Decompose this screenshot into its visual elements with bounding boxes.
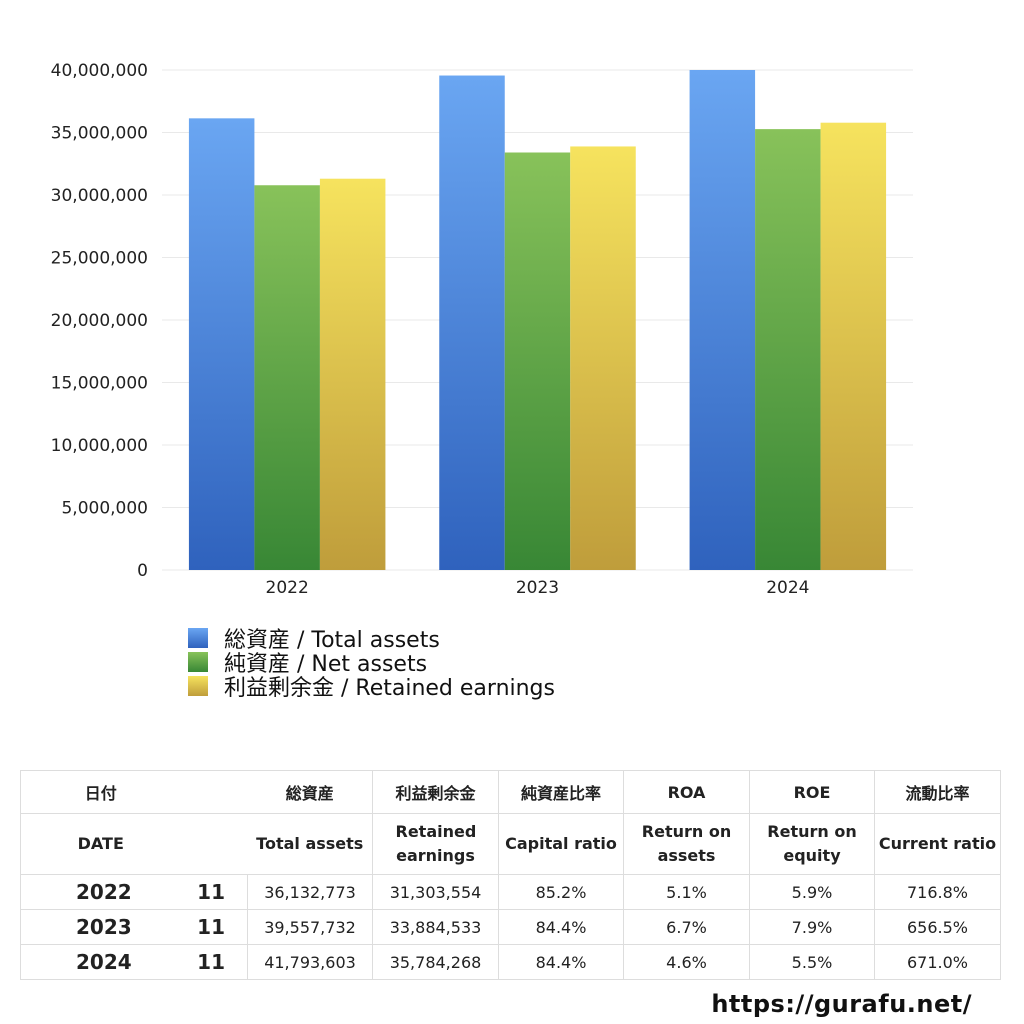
row-retained-earnings: 31,303,554 [372,874,499,910]
bars [188,70,887,571]
row-total-assets: 41,793,603 [247,944,373,980]
x-tick-label: 2023 [516,578,559,598]
site-url: https://gurafu.net/ [711,990,972,1018]
row-capital-ratio: 85.2% [498,874,624,910]
legend-label: 利益剰余金 / Retained earnings [224,676,555,701]
row-roa: 4.6% [623,944,750,980]
table-header-jp: 日付 総資産 利益剰余金 純資産比率 ROA ROE 流動比率 [20,770,1001,814]
header-capital-ratio-en: Capital ratio [498,813,624,875]
row-total-assets: 36,132,773 [247,874,373,910]
bar-2023-series-1 [504,152,571,570]
legend-item-retained-earnings: 利益剰余金 / Retained earnings [188,674,555,701]
y-tick-label: 40,000,000 [51,61,148,81]
legend-label: 総資産 / Total assets [224,628,440,653]
header-total-assets-jp: 総資産 [247,770,373,814]
row-roa: 5.1% [623,874,750,910]
row-roe: 5.9% [749,874,875,910]
table-header-en: DATE Total assets Retained earnings Capi… [20,813,1001,875]
header-roa-en-text: Return on assets [641,822,732,865]
x-tick-label: 2024 [766,578,809,598]
row-current-ratio: 716.8% [874,874,1001,910]
y-tick-label: 30,000,000 [51,186,148,206]
header-retained-earnings-en-text: Retained earnings [395,822,477,865]
row-roe: 5.5% [749,944,875,980]
legend-item-net-assets: 純資産 / Net assets [188,650,555,677]
bar-2022-series-2 [319,178,386,571]
table-row: 2023 11 39,557,732 33,884,533 84.4% 6.7%… [20,909,1001,945]
header-retained-earnings-en: Retained earnings [372,813,499,875]
y-tick-label: 35,000,000 [51,124,148,144]
legend-swatch-retained-earnings [188,676,208,696]
row-year: 2024 [20,944,181,980]
row-month: 11 [180,874,248,910]
header-roe-en: Return on equity [749,813,875,875]
y-tick-label: 0 [137,561,148,581]
x-tick-label: 2022 [266,578,309,598]
bar-2024-series-2 [820,122,887,570]
y-tick-label: 20,000,000 [51,311,148,331]
header-retained-earnings-jp: 利益剰余金 [372,770,499,814]
table-row: 2024 11 41,793,603 35,784,268 84.4% 4.6%… [20,944,1001,980]
header-roe-jp: ROE [749,770,875,814]
header-total-assets-en: Total assets [247,813,373,875]
row-current-ratio: 671.0% [874,944,1001,980]
row-month: 11 [180,944,248,980]
header-spacer [180,770,248,814]
row-retained-earnings: 35,784,268 [372,944,499,980]
bar-2024-series-0 [689,70,756,570]
bar-2024-series-1 [755,129,821,570]
row-roe: 7.9% [749,909,875,945]
row-roa: 6.7% [623,909,750,945]
y-tick-label: 15,000,000 [51,374,148,394]
chart-legend: 総資産 / Total assets 純資産 / Net assets 利益剰余… [188,626,555,701]
header-roa-en: Return on assets [623,813,750,875]
header-date-en: DATE [20,813,181,875]
header-capital-ratio-jp: 純資産比率 [498,770,624,814]
row-current-ratio: 656.5% [874,909,1001,945]
y-tick-label: 10,000,000 [51,436,148,456]
legend-swatch-total-assets [188,628,208,648]
header-spacer [180,813,248,875]
x-axis-ticks: 2022 2023 2024 [266,578,810,598]
row-year: 2023 [20,909,181,945]
table-row: 2022 11 36,132,773 31,303,554 85.2% 5.1%… [20,874,1001,910]
legend-label: 純資産 / Net assets [224,652,428,677]
header-current-ratio-en: Current ratio [874,813,1001,875]
legend-item-total-assets: 総資産 / Total assets [188,626,555,653]
y-tick-label: 5,000,000 [61,499,148,519]
row-year: 2022 [20,874,181,910]
row-capital-ratio: 84.4% [498,909,624,945]
bar-2022-series-1 [254,185,320,570]
header-current-ratio-jp: 流動比率 [874,770,1001,814]
row-month: 11 [180,909,248,945]
bar-2023-series-0 [439,75,505,570]
y-tick-label: 25,000,000 [51,249,148,269]
header-roe-en-text: Return on equity [767,822,857,865]
row-retained-earnings: 33,884,533 [372,909,499,945]
bar-2022-series-0 [188,118,255,571]
header-roa-jp: ROA [623,770,750,814]
bar-2023-series-2 [570,146,636,570]
financial-metrics-table: 日付 総資産 利益剰余金 純資産比率 ROA ROE 流動比率 DATE Tot… [20,770,1001,980]
row-capital-ratio: 84.4% [498,944,624,980]
bar-chart: 40,000,000 35,000,000 30,000,000 25,000,000… [51,61,913,598]
header-date-jp: 日付 [20,770,181,814]
y-axis-ticks: 40,000,000 35,000,000 30,000,000 25,000,000… [51,61,148,581]
row-total-assets: 39,557,732 [247,909,373,945]
legend-swatch-net-assets [188,652,208,672]
